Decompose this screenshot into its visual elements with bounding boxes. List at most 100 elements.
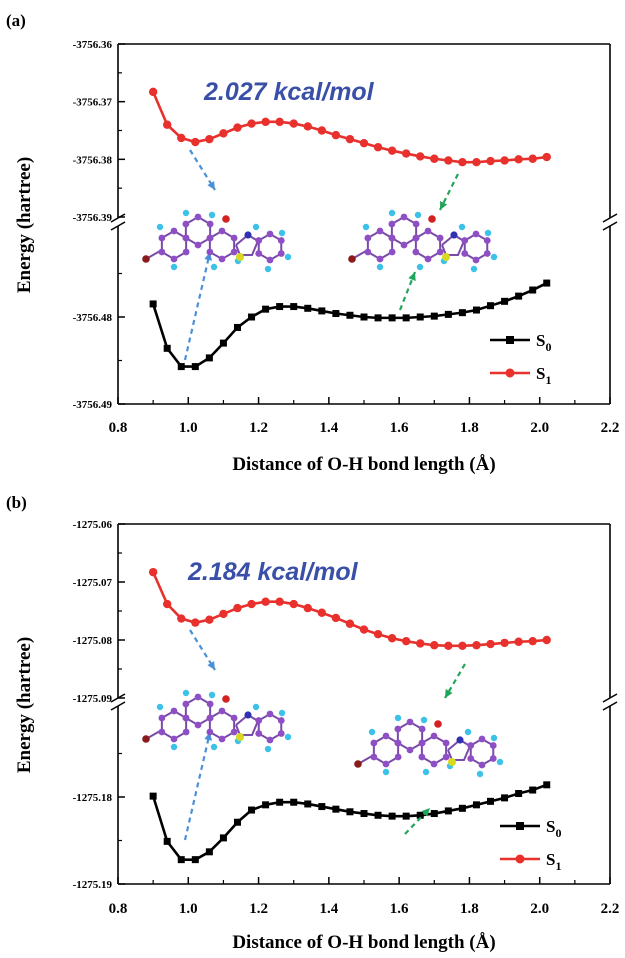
hydrogen-atom [170,263,178,271]
data-point-s1 [373,630,383,639]
data-point-s0 [304,304,312,312]
carbon-atom [376,227,384,235]
axis-break-mark [602,693,618,703]
x-axis-title: Distance of O-H bond length (Å) [232,932,495,953]
data-point-s0 [388,314,396,322]
data-point-s1 [275,597,284,606]
carbon-atom [266,256,274,264]
data-point-s1 [430,154,439,163]
molecule-structure-icon [142,209,292,273]
data-point-s1 [163,120,172,129]
data-point-s0 [177,363,185,371]
carbon-atom [467,742,475,749]
hydrogen-atom [420,716,428,724]
bond [414,229,442,261]
data-point-s0 [149,792,157,800]
carbon-atom [182,220,190,228]
nitrogen-atom [244,231,252,239]
carbon-atom [376,255,384,263]
data-point-s0 [163,837,171,845]
data-point-s1 [219,609,228,619]
data-point-s0 [374,314,382,322]
data-point-s0 [444,310,452,318]
nitrogen-atom [450,231,458,239]
data-point-s1 [542,635,551,645]
carbon-atom [442,753,450,761]
data-point-s0 [487,302,495,310]
carbon-atom [388,234,396,242]
data-point-s1 [205,134,214,144]
bond [390,215,418,247]
carbon-atom [394,753,402,761]
carbon-atom [218,227,226,235]
data-point-s0 [346,808,354,816]
data-point-s0 [402,812,410,820]
data-point-s0 [472,801,480,809]
hydrogen-atom [458,223,466,231]
y-axis-title: Energy (hartree) [14,637,35,773]
carbon-atom [194,213,202,221]
carbon-atom [436,248,444,256]
carbon-atom [364,234,372,242]
axis-break-mark [110,213,126,223]
data-point-s1 [247,599,256,609]
x-tick-label: 0.8 [109,420,128,436]
data-point-s1 [472,641,481,650]
hydrogen-atom [470,265,478,273]
data-point-s1 [514,155,523,164]
legend-label-s1: S1 [536,364,551,387]
hydrogen-atom [252,703,260,711]
data-point-s1 [486,639,495,649]
data-point-s0 [529,286,537,294]
carbon-atom [206,728,214,736]
bond [160,709,188,741]
data-point-s1 [191,618,200,627]
bond [372,734,400,766]
hydrogen-atom [210,263,218,271]
x-tick-label: 1.4 [319,901,338,917]
carbon-atom [412,234,420,242]
x-tick-label: 2.2 [601,420,620,436]
data-point-s1 [486,156,495,166]
carbon-atom [170,735,178,743]
carbon-atom [461,250,469,257]
carbon-atom [400,241,408,249]
data-point-s0 [430,312,438,320]
data-point-s1 [401,149,411,158]
hydrogen-atom [416,263,424,271]
data-point-s1 [528,154,537,163]
carbon-atom [418,739,426,747]
data-point-s1 [331,613,341,623]
hydrogen-atom [208,691,216,699]
sulfur-atom [236,253,244,261]
carbon-atom [230,234,238,242]
carbon-atom [467,755,475,762]
x-tick-label: 1.8 [460,901,479,917]
data-point-s1 [148,567,158,577]
data-point-s1 [542,152,551,162]
sulfur-atom [448,758,456,766]
data-point-s0 [374,811,382,819]
data-point-s1 [387,146,397,155]
data-point-s1 [317,126,327,135]
data-point-s0 [219,339,227,347]
hydrogen-atom [182,689,190,697]
carbon-atom [424,255,432,263]
carbon-atom [388,220,396,228]
carbon-atom [277,730,285,737]
data-point-s0 [205,354,213,362]
data-point-s1 [373,143,383,152]
data-point-s1 [472,158,481,167]
hydrogen-atom [264,265,272,273]
data-point-s0 [360,810,368,818]
y-tick-label: -3756.49 [73,399,113,411]
hydrogen-atom [170,743,178,751]
carbon-atom [182,714,190,722]
carbon-atom [206,248,214,256]
data-point-s0 [290,798,298,806]
x-tick-label: 2.0 [530,420,549,436]
carbon-atom [483,237,491,244]
x-axis-title: Distance of O-H bond length (Å) [232,454,495,475]
carbon-atom [255,717,263,724]
dashed-arrow-icon [183,251,212,361]
